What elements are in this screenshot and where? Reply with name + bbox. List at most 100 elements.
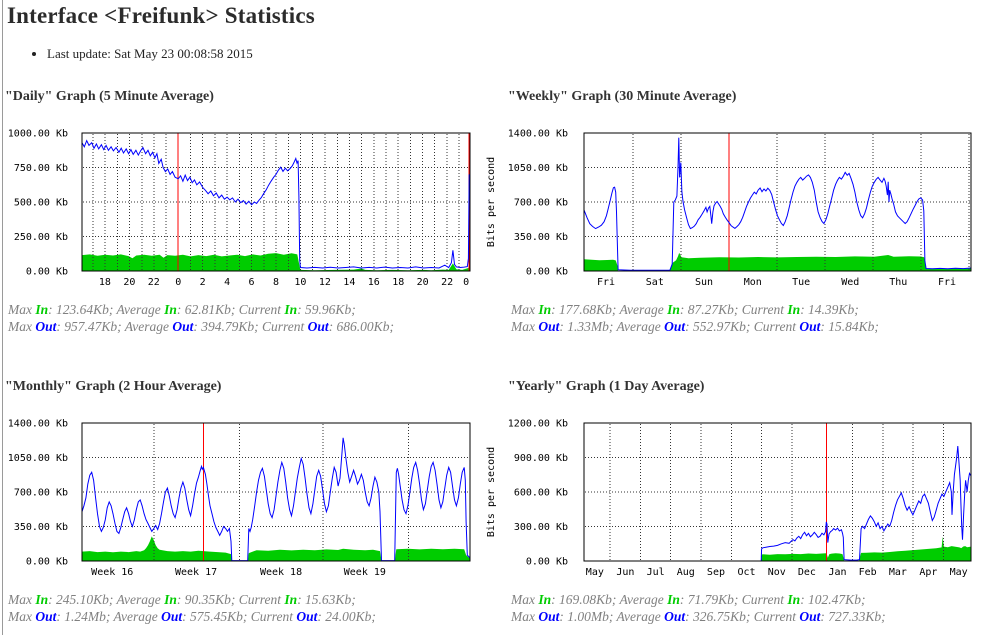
x-axis-tick-label: Feb — [859, 567, 877, 578]
stat-metric-label: Current — [238, 302, 285, 317]
x-axis-tick-label: Fri — [597, 277, 615, 288]
x-axis-tick-label: Aug — [677, 567, 695, 578]
stat-value: : 727.33Kb; — [820, 609, 886, 624]
page-title: Interface <Freifunk> Statistics — [7, 3, 315, 28]
x-axis-tick-label: Week 19 — [344, 567, 386, 578]
stat-value: : 552.97Kb; — [685, 319, 754, 334]
x-axis-tick-label: 0 — [463, 277, 469, 288]
x-axis-tick-label: 18 — [99, 277, 111, 288]
x-axis-tick-label: Week 18 — [260, 567, 302, 578]
stat-metric-label: Average — [616, 609, 665, 624]
stat-value: : 15.84Kb; — [820, 319, 879, 334]
stat-value: : 123.64Kb; — [48, 302, 117, 317]
x-axis-tick-label: Week 16 — [91, 567, 133, 578]
stat-metric-label: Average — [116, 302, 165, 317]
x-axis-tick-label: 2 — [200, 277, 206, 288]
stat-value: : 957.47Kb; — [56, 319, 125, 334]
stat-direction-in: In — [787, 592, 801, 607]
yearly-graph-chart: 0.00 Kb 300.00 Kb 600.00 Kb 900.00 Kb 1200.0… — [480, 405, 990, 590]
stat-value: : 14.39Kb; — [800, 302, 859, 317]
stats-row: Max In: 177.68Kb; Average In: 87.27Kb; C… — [511, 301, 879, 318]
out-traffic-line — [583, 137, 972, 271]
monthly-graph-heading: "Monthly" Graph (2 Hour Average) — [5, 379, 222, 394]
stat-metric-label: Max — [511, 609, 539, 624]
stat-direction-out: Out — [307, 319, 329, 334]
stat-metric-label: Current — [250, 609, 297, 624]
x-axis-tick-label: 22 — [441, 277, 453, 288]
stat-direction-in: In — [538, 302, 552, 317]
x-axis-tick-label: 12 — [319, 277, 331, 288]
stat-value: : 90.35Kb; — [176, 592, 239, 607]
stat-metric-label: Max — [511, 592, 539, 607]
last-update-text: Last update: Sat May 23 00:08:58 2015 — [47, 46, 253, 62]
stat-direction-out: Out — [538, 319, 560, 334]
weekly-graph-heading: "Weekly" Graph (30 Minute Average) — [508, 89, 737, 104]
x-axis-tick-label: 0 — [175, 277, 181, 288]
stat-direction-out: Out — [35, 609, 57, 624]
y-axis-tick-label: 750.00 Kb — [14, 163, 68, 174]
bits-per-second-label: Bits per second — [486, 447, 497, 537]
weekly-chart-svg: 0.00 Kb 350.00 Kb 700.00 Kb 1050.00 Kb 1400.… — [486, 129, 972, 288]
stat-value: : 245.10Kb; — [48, 592, 117, 607]
bits-per-second-label: Bits per second — [486, 157, 497, 247]
stat-metric-label: Average — [124, 319, 173, 334]
daily-graph-stats: Max In: 123.64Kb; Average In: 62.81Kb; C… — [8, 301, 394, 335]
stats-row: Max In: 123.64Kb; Average In: 62.81Kb; C… — [8, 301, 394, 318]
stat-direction-out: Out — [799, 609, 821, 624]
stat-metric-label: Current — [753, 609, 800, 624]
stat-metric-label: Current — [262, 319, 308, 334]
x-axis-tick-label: Mar — [889, 567, 907, 578]
stats-row: Max Out: 1.00Mb; Average Out: 326.75Kb; … — [511, 608, 886, 625]
stat-metric-label: Max — [8, 609, 36, 624]
yearly-graph-stats: Max In: 169.08Kb; Average In: 71.79Kb; C… — [511, 591, 886, 625]
stat-direction-out: Out — [664, 609, 686, 624]
stats-row: Max Out: 1.33Mb; Average Out: 552.97Kb; … — [511, 318, 879, 335]
stat-value: : 59.96Kb; — [297, 302, 356, 317]
stat-metric-label: Average — [116, 592, 165, 607]
x-axis-tick-label: 20 — [123, 277, 135, 288]
stat-direction-in: In — [787, 302, 801, 317]
x-axis-tick-label: 10 — [294, 277, 306, 288]
stat-value: : 24.00Kb; — [317, 609, 376, 624]
x-axis-tick-label: Jan — [828, 567, 846, 578]
x-axis-tick-label: Dec — [798, 567, 816, 578]
weekly-graph-stats: Max In: 177.68Kb; Average In: 87.27Kb; C… — [511, 301, 879, 335]
x-axis-tick-label: 6 — [249, 277, 255, 288]
stat-direction-out: Out — [664, 319, 686, 334]
stat-metric-label: Max — [511, 319, 539, 334]
x-axis-tick-label: Nov — [768, 567, 786, 578]
update-list: Last update: Sat May 23 00:08:58 2015 — [0, 46, 253, 62]
stat-metric-label: Average — [113, 609, 162, 624]
stat-direction-in: In — [284, 592, 298, 607]
y-axis-tick-label: 350.00 Kb — [514, 232, 568, 243]
plot-border — [81, 422, 471, 562]
stat-metric-label: Current — [741, 302, 788, 317]
stat-metric-label: Average — [619, 592, 668, 607]
window-left-border — [2, 0, 3, 635]
x-axis-tick-label: 8 — [273, 277, 279, 288]
stat-value: : 87.27Kb; — [679, 302, 742, 317]
plot-border — [81, 132, 471, 272]
x-axis-tick-label: 16 — [368, 277, 380, 288]
stat-direction-out: Out — [35, 319, 57, 334]
x-axis-tick-label: Apr — [919, 567, 937, 578]
out-traffic-line — [81, 437, 471, 562]
stat-direction-out: Out — [799, 319, 821, 334]
x-axis-tick-label: 14 — [343, 277, 355, 288]
x-axis-tick-label: Wed — [841, 277, 859, 288]
stat-value: : 1.00Mb; — [559, 609, 617, 624]
y-axis-tick-label: 1400.00 Kb — [508, 129, 568, 140]
x-axis-tick-label: Week 17 — [175, 567, 217, 578]
x-axis-tick-label: May — [950, 567, 968, 578]
x-axis-tick-label: 4 — [224, 277, 230, 288]
out-traffic-line — [760, 445, 972, 562]
in-traffic-area — [82, 253, 470, 271]
stat-metric-label: Current — [753, 319, 800, 334]
x-axis-tick-label: Thu — [889, 277, 907, 288]
stat-metric-label: Average — [616, 319, 665, 334]
gridlines — [83, 134, 469, 270]
stat-value: : 326.75Kb; — [685, 609, 754, 624]
x-axis-tick-label: Fri — [938, 277, 956, 288]
x-axis-tick-label: Jun — [616, 567, 634, 578]
